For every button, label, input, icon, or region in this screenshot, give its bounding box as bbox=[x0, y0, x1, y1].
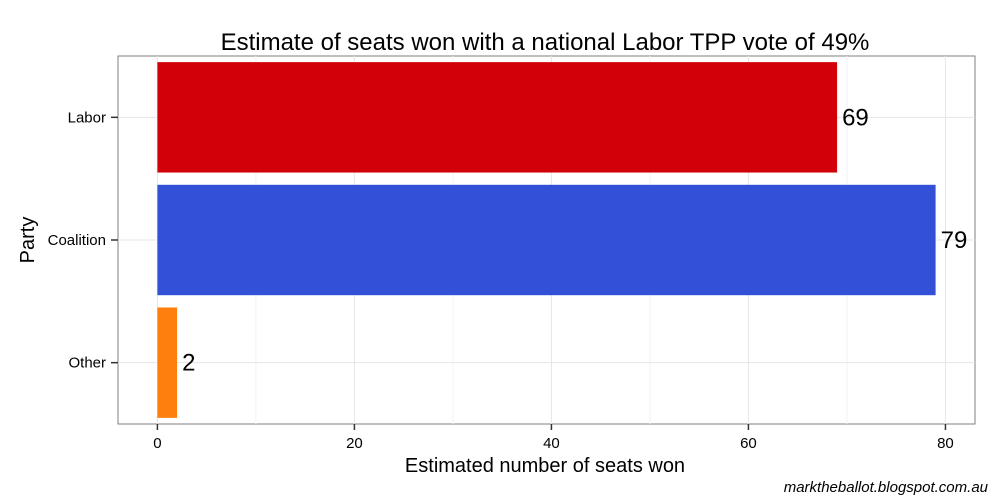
source-credit: marktheballot.blogspot.com.au bbox=[783, 479, 988, 496]
x-tick-label: 0 bbox=[153, 435, 161, 452]
x-tick-label: 80 bbox=[937, 435, 954, 452]
y-axis-title: Party bbox=[17, 217, 39, 264]
bar-coalition bbox=[157, 184, 936, 296]
chart-title: Estimate of seats won with a national La… bbox=[221, 29, 870, 56]
y-tick-label-labor: Labor bbox=[68, 109, 106, 126]
y-tick-label-other: Other bbox=[68, 355, 106, 372]
bar-labor bbox=[157, 62, 838, 173]
data-label-coalition: 79 bbox=[941, 227, 968, 254]
x-tick-label: 40 bbox=[543, 435, 560, 452]
y-tick-label-coalition: Coalition bbox=[48, 232, 106, 249]
data-label-other: 2 bbox=[182, 350, 195, 377]
plot-area: 69 Labor 79 Coalition 2 Other 0 20 40 60 80 bbox=[48, 55, 976, 452]
bar-other bbox=[157, 307, 178, 418]
x-tick-label: 20 bbox=[346, 435, 363, 452]
x-axis-title: Estimated number of seats won bbox=[405, 455, 685, 477]
x-tick-label: 60 bbox=[740, 435, 757, 452]
data-label-labor: 69 bbox=[842, 104, 869, 131]
